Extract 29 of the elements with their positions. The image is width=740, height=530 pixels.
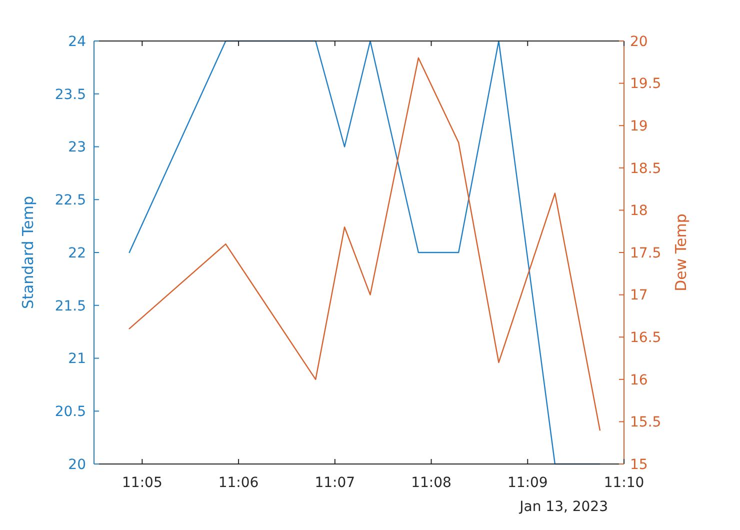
y2-tick-label: 17.5 (630, 245, 662, 262)
y-tick-label: 23 (68, 140, 86, 156)
y-tick-label: 23.5 (54, 86, 86, 103)
y2-tick-label: 18.5 (630, 160, 662, 177)
y2-tick-label: 16 (630, 372, 648, 388)
y-axis-title: Standard Temp (19, 196, 37, 309)
x-tick-label: 11:06 (218, 475, 259, 491)
y2-tick-label: 20 (630, 34, 648, 50)
y2-tick-label: 19 (630, 118, 648, 134)
y-tick-label: 21.5 (54, 298, 86, 314)
y-tick-label: 21 (68, 351, 86, 368)
y2-axis-title: Dew Temp (672, 214, 690, 292)
y-tick-label: 22.5 (54, 192, 86, 209)
y2-tick-label: 15.5 (630, 414, 662, 431)
y2-tick-label: 15 (630, 456, 648, 473)
y2-tick-label: 16.5 (630, 330, 662, 346)
x-tick-label: 11:05 (122, 475, 162, 491)
text: Jan 13, 2023 (518, 499, 608, 515)
x-tick-label: 11:10 (604, 475, 644, 491)
x-tick-label: 11:07 (314, 475, 356, 491)
y-tick-label: 20.5 (54, 404, 86, 420)
y2-tick-label: 17 (630, 288, 648, 304)
y2-tick-label: 18 (630, 203, 648, 220)
x-tick-label: 11:08 (411, 475, 452, 491)
y-tick-label: 20 (68, 456, 86, 473)
y-tick-label: 22 (68, 245, 86, 262)
y2-tick-label: 19.5 (630, 76, 662, 92)
x-tick-label: 11:09 (507, 475, 548, 491)
y-tick-label: 24 (68, 34, 86, 50)
